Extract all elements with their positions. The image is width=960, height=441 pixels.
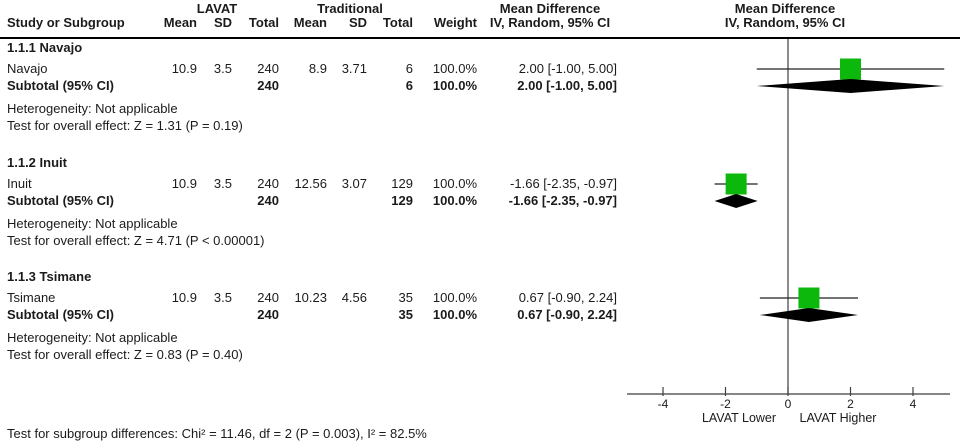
- subtotal-ci-text: 2.00 [-1.00, 5.00]: [517, 78, 617, 93]
- study-ci-text: 2.00 [-1.00, 5.00]: [518, 61, 617, 76]
- plot-column-title: Mean Difference: [734, 1, 836, 16]
- subtotal-ci-text: -1.66 [-2.35, -0.97]: [508, 193, 617, 208]
- study-ci-text: 0.67 [-0.90, 2.24]: [518, 290, 617, 305]
- study-value: 3.71: [341, 61, 367, 76]
- study-value: 10.9: [171, 176, 197, 191]
- axis-tick-label: 0: [785, 397, 792, 411]
- overall-effect-note: Test for overall effect: Z = 1.31 (P = 0…: [7, 118, 243, 133]
- subtotal-total2: 35: [398, 307, 413, 322]
- study-effect-square: [840, 58, 861, 80]
- study-value: 3.5: [213, 176, 232, 191]
- study-name: Navajo: [7, 61, 48, 76]
- study-value: 8.9: [308, 61, 327, 76]
- axis-tick-label: 4: [910, 397, 917, 411]
- overall-effect-note: Test for overall effect: Z = 4.71 (P < 0…: [7, 233, 265, 248]
- heterogeneity-note: Heterogeneity: Not applicable: [7, 330, 178, 345]
- study-value: 3.5: [213, 290, 232, 305]
- subgroup-difference-test: Test for subgroup differences: Chi² = 11…: [7, 426, 427, 441]
- header-divider: [0, 37, 960, 39]
- study-value: 240: [257, 61, 279, 76]
- group1-header: LAVAT: [196, 1, 238, 16]
- study-ci-text: -1.66 [-2.35, -0.97]: [510, 176, 617, 191]
- heterogeneity-note: Heterogeneity: Not applicable: [7, 216, 178, 231]
- overall-effect-note: Test for overall effect: Z = 0.83 (P = 0…: [7, 347, 243, 362]
- study-value: 35: [398, 290, 413, 305]
- col-header-2-total: Total: [248, 15, 279, 30]
- subtotal-weight: 100.0%: [432, 193, 477, 208]
- subtotal-total1: 240: [257, 307, 279, 322]
- col-header-5-total: Total: [382, 15, 413, 30]
- subtotal-weight: 100.0%: [432, 307, 477, 322]
- study-value: 3.07: [341, 176, 367, 191]
- col-header-6-weight: Weight: [433, 15, 477, 30]
- subtotal-total1: 240: [257, 193, 279, 208]
- heterogeneity-note: Heterogeneity: Not applicable: [7, 101, 178, 116]
- group2-header: Traditional: [317, 1, 383, 16]
- subtotal-total2: 6: [405, 78, 413, 93]
- study-value: 10.23: [294, 290, 327, 305]
- study-value: 100.0%: [432, 61, 477, 76]
- axis-tick-label: -2: [720, 397, 731, 411]
- col-header-3-mean: Mean: [293, 15, 327, 30]
- study-value: 4.56: [341, 290, 367, 305]
- study-effect-square: [725, 173, 747, 195]
- study-name: Inuit: [7, 176, 32, 191]
- study-value: 100.0%: [432, 290, 477, 305]
- study-value: 240: [257, 290, 279, 305]
- subtotal-ci-text: 0.67 [-0.90, 2.24]: [517, 307, 617, 322]
- axis-right-label: LAVAT Higher: [800, 411, 877, 425]
- study-value: 129: [391, 176, 413, 191]
- subtotal-diamond: [714, 194, 758, 208]
- col-header-1-sd: SD: [213, 15, 232, 30]
- study-value: 12.56: [294, 176, 327, 191]
- effect-column-title: Mean Difference: [499, 1, 601, 16]
- axis-tick-label: 2: [847, 397, 854, 411]
- study-value: 6: [405, 61, 413, 76]
- subgroup-label: 1.1.1 Navajo: [7, 40, 83, 55]
- study-effect-square: [798, 287, 820, 309]
- axis-left-label: LAVAT Lower: [702, 411, 776, 425]
- subtotal-total1: 240: [257, 78, 279, 93]
- subtotal-total2: 129: [391, 193, 413, 208]
- study-name: Tsimane: [7, 290, 56, 305]
- axis-tick-label: -4: [658, 397, 669, 411]
- study-column-header: Study or Subgroup: [7, 15, 125, 30]
- subtotal-diamond: [759, 308, 858, 322]
- subtotal-label: Subtotal (95% CI): [7, 78, 114, 93]
- subtotal-diamond: [756, 79, 945, 93]
- subtotal-label: Subtotal (95% CI): [7, 307, 114, 322]
- plot-column-sub: IV, Random, 95% CI: [724, 15, 846, 30]
- col-header-0-mean: Mean: [163, 15, 197, 30]
- study-value: 10.9: [171, 61, 197, 76]
- subgroup-label: 1.1.2 Inuit: [7, 155, 67, 170]
- study-value: 10.9: [171, 290, 197, 305]
- subtotal-label: Subtotal (95% CI): [7, 193, 114, 208]
- study-value: 3.5: [213, 61, 232, 76]
- study-value: 240: [257, 176, 279, 191]
- effect-column-sub: IV, Random, 95% CI: [489, 15, 611, 30]
- study-value: 100.0%: [432, 176, 477, 191]
- subtotal-weight: 100.0%: [432, 78, 477, 93]
- subgroup-label: 1.1.3 Tsimane: [7, 269, 92, 284]
- col-header-4-sd: SD: [348, 15, 367, 30]
